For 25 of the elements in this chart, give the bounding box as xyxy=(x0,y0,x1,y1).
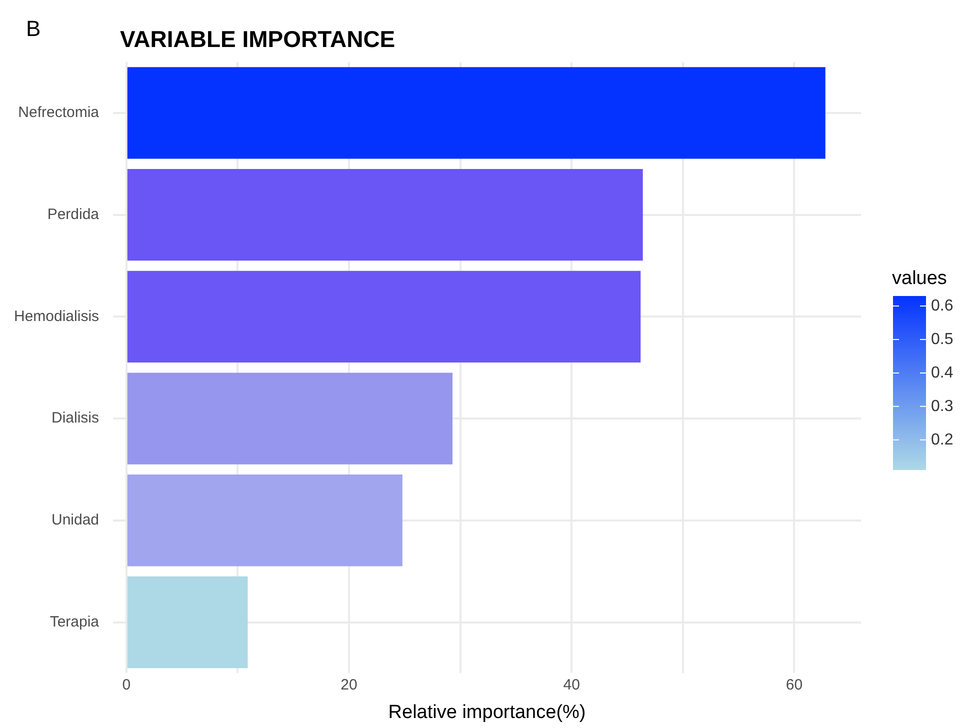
bar xyxy=(127,372,453,464)
y-tick-label: Hemodialisis xyxy=(14,308,100,325)
x-tick-label: 20 xyxy=(340,676,358,694)
x-tick-label: 40 xyxy=(563,676,580,694)
color-bar-title: values xyxy=(892,268,947,289)
color-bar-label: 0.2 xyxy=(931,431,954,448)
text: B xyxy=(26,16,41,41)
bar xyxy=(127,474,402,566)
chart-title: VARIABLE IMPORTANCE xyxy=(120,26,396,52)
x-tick-label: 0 xyxy=(122,676,131,694)
x-axis-title: Relative importance(%) xyxy=(388,702,586,723)
color-bar-label: 0.3 xyxy=(931,398,954,415)
bar xyxy=(127,67,826,159)
y-tick-label: Unidad xyxy=(51,512,100,529)
bar xyxy=(127,270,641,363)
y-tick-label: Perdida xyxy=(47,206,100,223)
y-tick-label: Nefrectomia xyxy=(18,104,100,122)
x-tick-label: 60 xyxy=(786,676,803,694)
color-bar-label: 0.5 xyxy=(931,330,954,348)
color-bar-label: 0.4 xyxy=(931,364,954,382)
bar xyxy=(127,576,248,668)
bar xyxy=(127,168,643,261)
y-tick-label: Dialisis xyxy=(52,410,100,427)
y-tick-label: Terapia xyxy=(50,613,100,630)
color-bar-label: 0.6 xyxy=(931,297,954,314)
